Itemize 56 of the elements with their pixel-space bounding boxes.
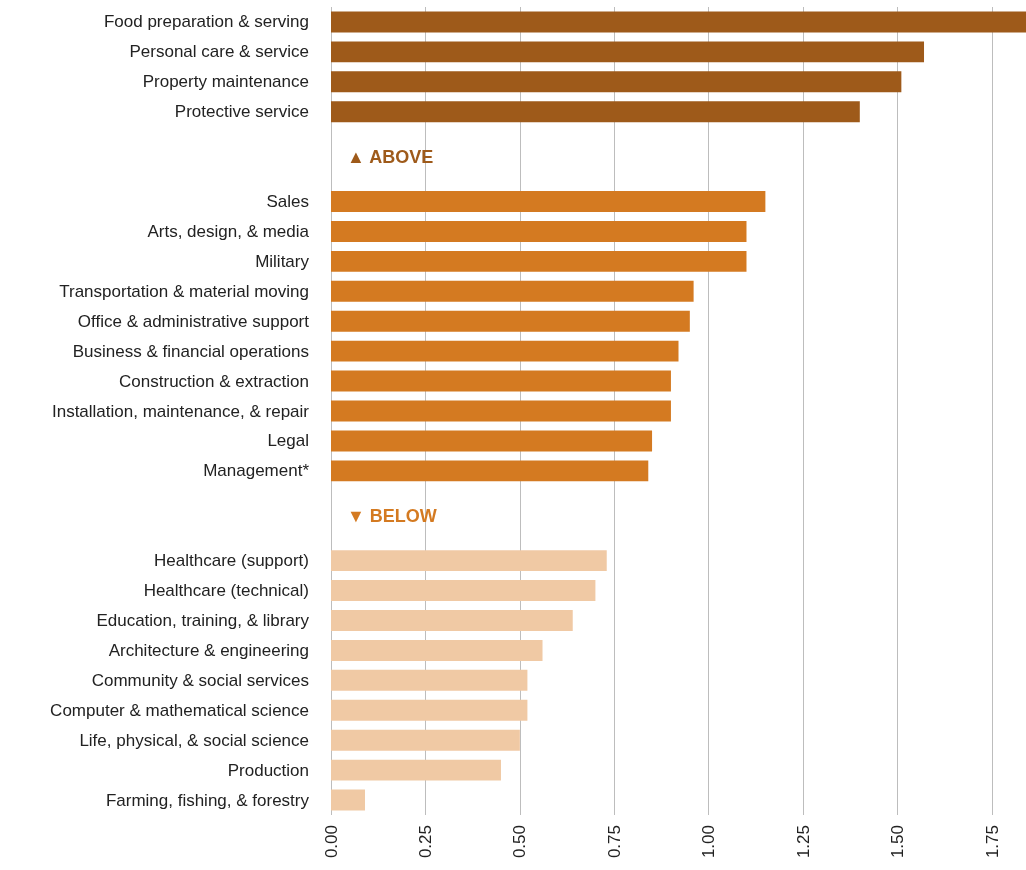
y-tick-label: Healthcare (technical) bbox=[143, 581, 309, 601]
y-tick-label: Computer & mathematical science bbox=[50, 700, 309, 720]
bar bbox=[331, 610, 573, 631]
y-tick-label: Arts, design, & media bbox=[147, 221, 310, 241]
bar bbox=[331, 639, 543, 661]
bar bbox=[331, 550, 607, 572]
bar bbox=[331, 250, 747, 272]
y-tick-label: Transportation & material moving bbox=[59, 281, 309, 301]
y-tick-label: Production bbox=[227, 760, 309, 780]
bar bbox=[331, 580, 596, 602]
bar bbox=[331, 41, 925, 63]
bar bbox=[331, 460, 649, 482]
y-tick-label: Architecture & engineering bbox=[108, 640, 309, 660]
y-tick-label: Community & social services bbox=[91, 670, 309, 690]
bar bbox=[331, 789, 365, 811]
bar bbox=[331, 370, 671, 392]
annotation: ▲ ABOVE bbox=[347, 146, 434, 167]
bar bbox=[331, 280, 694, 302]
y-tick-label: Office & administrative support bbox=[77, 311, 310, 331]
bar bbox=[331, 11, 1026, 33]
y-tick-label: Education, training, & library bbox=[96, 610, 310, 630]
x-tick-label: 0.50 bbox=[510, 825, 530, 859]
bar bbox=[331, 310, 690, 332]
x-tick-label: 0.75 bbox=[604, 825, 624, 859]
bar bbox=[331, 400, 671, 422]
bar bbox=[331, 340, 679, 362]
y-tick-label: Property maintenance bbox=[142, 72, 309, 92]
y-tick-label: Life, physical, & social science bbox=[79, 730, 309, 750]
bar bbox=[331, 669, 528, 691]
x-tick-label: 0.25 bbox=[415, 825, 435, 859]
bar bbox=[331, 220, 747, 242]
y-tick-label: Military bbox=[255, 251, 310, 271]
x-tick-label: 1.75 bbox=[982, 825, 1002, 859]
y-tick-label: Legal bbox=[267, 431, 309, 451]
bar bbox=[331, 71, 902, 93]
annotation: ▼ BELOW bbox=[347, 505, 437, 526]
x-tick-label: 1.25 bbox=[793, 825, 813, 859]
y-tick-label: Personal care & service bbox=[129, 42, 309, 62]
bar bbox=[331, 759, 501, 781]
y-tick-label: Food preparation & serving bbox=[103, 12, 309, 32]
bar bbox=[331, 191, 766, 212]
x-tick-label: 1.50 bbox=[888, 825, 908, 859]
y-tick-label: Protective service bbox=[174, 102, 309, 122]
y-tick-label: Construction & extraction bbox=[119, 371, 309, 391]
bar bbox=[331, 101, 860, 123]
y-tick-label: Healthcare (support) bbox=[154, 551, 309, 571]
y-tick-label: Business & financial operations bbox=[72, 341, 309, 361]
x-tick-label: 1.00 bbox=[699, 825, 719, 859]
y-tick-label: Farming, fishing, & forestry bbox=[105, 790, 310, 810]
bar bbox=[331, 699, 528, 721]
y-tick-label: Management* bbox=[203, 461, 310, 481]
x-tick-label: 0.00 bbox=[321, 825, 341, 859]
y-tick-label: Installation, maintenance, & repair bbox=[51, 401, 310, 421]
y-tick-label: Sales bbox=[266, 192, 309, 212]
bar bbox=[331, 729, 520, 751]
bar bbox=[331, 430, 653, 452]
